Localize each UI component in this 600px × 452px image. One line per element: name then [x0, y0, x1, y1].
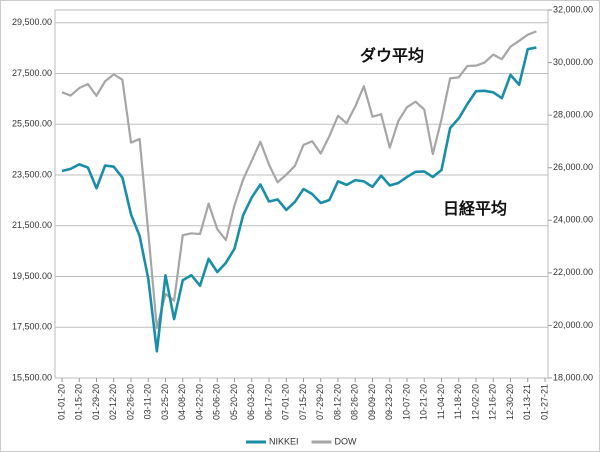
x-tick-label: 01-29-20 — [91, 384, 101, 420]
x-tick-label: 08-12-20 — [332, 384, 342, 420]
annotation: ダウ平均 — [360, 46, 424, 65]
x-tick-label: 07-15-20 — [298, 384, 308, 420]
x-tick-label: 01-15-20 — [74, 384, 84, 420]
x-tick-label: 10-07-20 — [401, 384, 411, 420]
x-tick-label: 07-29-20 — [315, 384, 325, 420]
y-tick-label: 23,500.00 — [12, 169, 52, 179]
x-tick-label: 03-11-20 — [143, 384, 153, 419]
x-tick-label: 12-30-20 — [505, 384, 515, 420]
x-tick-label: 04-08-20 — [177, 384, 187, 420]
x-tick-label: 01-13-21 — [522, 384, 532, 420]
x-tick-label: 09-23-20 — [384, 384, 394, 420]
x-tick-label: 02-12-20 — [108, 384, 118, 420]
y-tick-label: 29,500.00 — [12, 17, 52, 27]
y2-tick-label: 32,000.00 — [553, 4, 593, 14]
x-tick-label: 10-21-20 — [419, 384, 429, 420]
y-tick-label: 27,500.00 — [12, 68, 52, 78]
legend-label: NIKKEI — [269, 436, 299, 446]
x-tick-label: 02-26-20 — [125, 384, 135, 420]
x-tick-label: 08-26-20 — [350, 384, 360, 420]
x-tick-label: 03-25-20 — [160, 384, 170, 420]
annotation: 日経平均 — [443, 199, 507, 218]
x-tick-label: 01-01-20 — [56, 384, 66, 420]
x-tick-label: 05-20-20 — [229, 384, 239, 420]
y-tick-label: 25,500.00 — [12, 119, 52, 129]
y2-tick-label: 24,000.00 — [553, 215, 593, 225]
y-tick-label: 15,500.00 — [12, 372, 52, 382]
legend-label: DOW — [335, 436, 358, 446]
y2-tick-label: 26,000.00 — [553, 162, 593, 172]
x-tick-label: 06-03-20 — [246, 384, 256, 420]
x-tick-label: 11-18-20 — [453, 384, 463, 419]
x-tick-label: 12-16-20 — [488, 384, 498, 420]
y2-tick-label: 22,000.00 — [553, 267, 593, 277]
x-tick-label: 05-06-20 — [212, 384, 222, 420]
x-tick-label: 09-09-20 — [367, 384, 377, 420]
y-tick-label: 17,500.00 — [12, 322, 52, 332]
y-tick-label: 19,500.00 — [12, 271, 52, 281]
x-tick-label: 01-27-21 — [539, 384, 549, 420]
x-tick-label: 12-02-20 — [470, 384, 480, 420]
series-line — [61, 46, 537, 353]
x-tick-label: 07-01-20 — [281, 384, 291, 420]
y-tick-label: 21,500.00 — [12, 220, 52, 230]
x-tick-label: 04-22-20 — [194, 384, 204, 420]
y2-tick-label: 28,000.00 — [553, 110, 593, 120]
y2-tick-label: 30,000.00 — [553, 57, 593, 67]
x-tick-label: 11-04-20 — [436, 384, 446, 419]
y2-tick-label: 18,000.00 — [553, 372, 593, 382]
y2-tick-label: 20,000.00 — [553, 320, 593, 330]
series-line — [61, 30, 537, 330]
x-tick-label: 06-17-20 — [263, 384, 273, 420]
